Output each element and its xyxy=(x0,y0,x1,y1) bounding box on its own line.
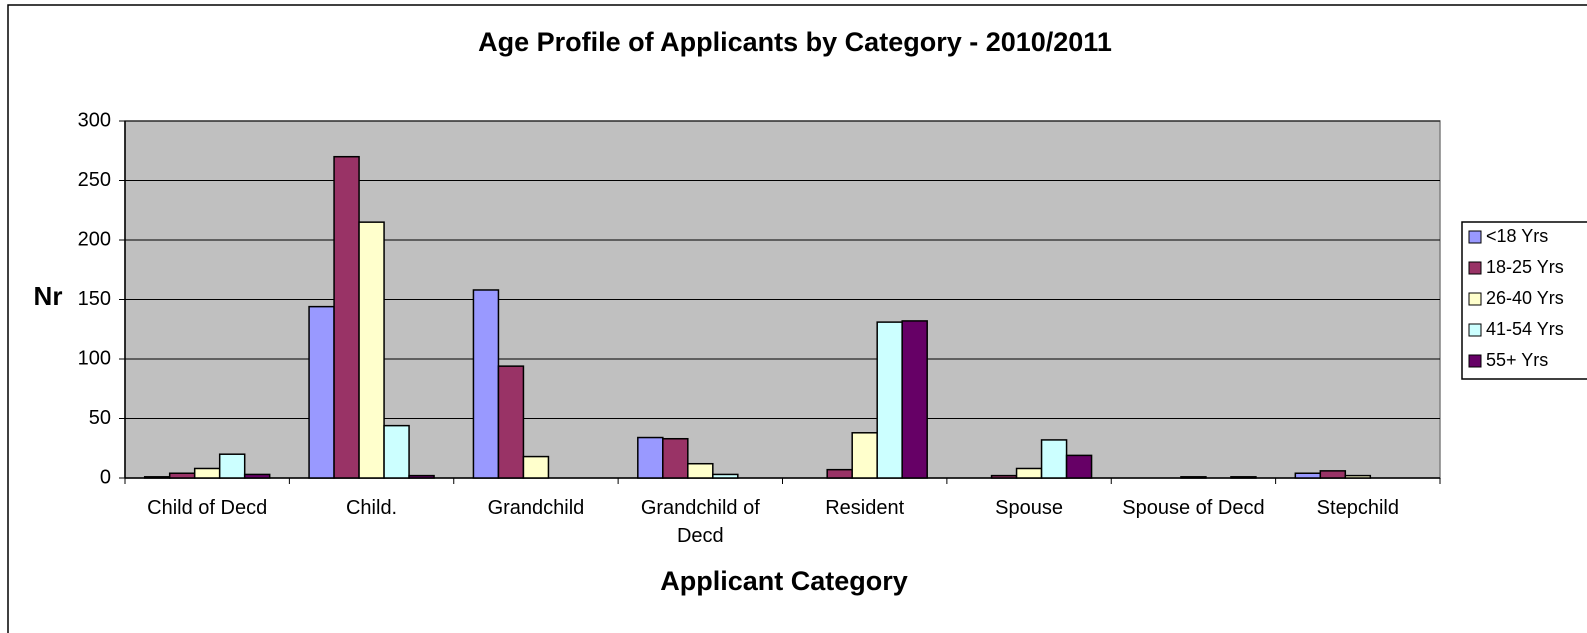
bar xyxy=(1319,470,1347,479)
y-tick-label: 300 xyxy=(78,109,111,131)
bar xyxy=(1065,454,1093,479)
legend-swatch xyxy=(1468,230,1482,244)
legend-label: 41-54 Yrs xyxy=(1486,319,1564,339)
bar xyxy=(826,468,853,479)
chart-title: Age Profile of Applicants by Category - … xyxy=(478,27,1112,57)
x-tick-label: Resident xyxy=(825,497,905,519)
bar xyxy=(1040,439,1068,479)
bar xyxy=(472,289,500,479)
y-tick-label: 150 xyxy=(78,288,111,310)
bar xyxy=(662,437,689,479)
bar xyxy=(1230,476,1257,479)
bar xyxy=(712,473,739,479)
bar xyxy=(1294,472,1322,479)
legend-label: 26-40 Yrs xyxy=(1486,288,1564,308)
bar xyxy=(901,320,928,479)
bar xyxy=(1180,476,1207,479)
x-tick-label: Stepchild xyxy=(1316,497,1399,519)
legend-swatch xyxy=(1468,261,1482,275)
bar xyxy=(1015,467,1043,479)
bar xyxy=(522,455,550,479)
bar xyxy=(358,221,385,479)
x-tick-label: Spouse of Decd xyxy=(1122,497,1265,519)
legend-swatch xyxy=(1468,354,1482,368)
bar xyxy=(497,365,525,479)
x-tick-label: Grandchild xyxy=(487,497,585,519)
bar xyxy=(333,155,360,479)
bar xyxy=(143,476,171,479)
legend-swatch xyxy=(1468,323,1482,337)
legend-box xyxy=(1461,221,1587,380)
y-tick-label: 50 xyxy=(89,407,111,429)
x-tick-label: Child. xyxy=(345,497,398,519)
x-axis-title: Applicant Category xyxy=(660,566,908,596)
bar xyxy=(990,474,1018,479)
bar xyxy=(168,472,196,479)
y-tick-label: 0 xyxy=(100,466,111,488)
bar xyxy=(637,436,664,479)
x-tick-label: Spouse xyxy=(995,497,1063,519)
legend-label: 18-25 Yrs xyxy=(1486,257,1564,277)
bar xyxy=(408,474,435,479)
x-tick-label: Child of Decd xyxy=(147,497,268,519)
legend-swatch xyxy=(1468,292,1482,306)
bar xyxy=(218,453,246,479)
bar xyxy=(876,321,903,479)
bar xyxy=(851,432,878,479)
bar xyxy=(687,462,714,479)
y-tick-label: 200 xyxy=(78,228,111,250)
legend-label: 55+ Yrs xyxy=(1486,350,1548,370)
legend-label: <18 Yrs xyxy=(1486,226,1548,246)
bar xyxy=(383,424,410,479)
y-axis-title: Nr xyxy=(34,281,63,311)
bar xyxy=(308,305,335,479)
x-tick-label: Grandchild of Decd xyxy=(640,497,760,547)
bar xyxy=(243,473,271,479)
y-tick-label: 250 xyxy=(78,169,111,191)
bar xyxy=(1344,474,1372,479)
y-tick-label: 100 xyxy=(78,347,111,369)
bar xyxy=(193,467,221,479)
